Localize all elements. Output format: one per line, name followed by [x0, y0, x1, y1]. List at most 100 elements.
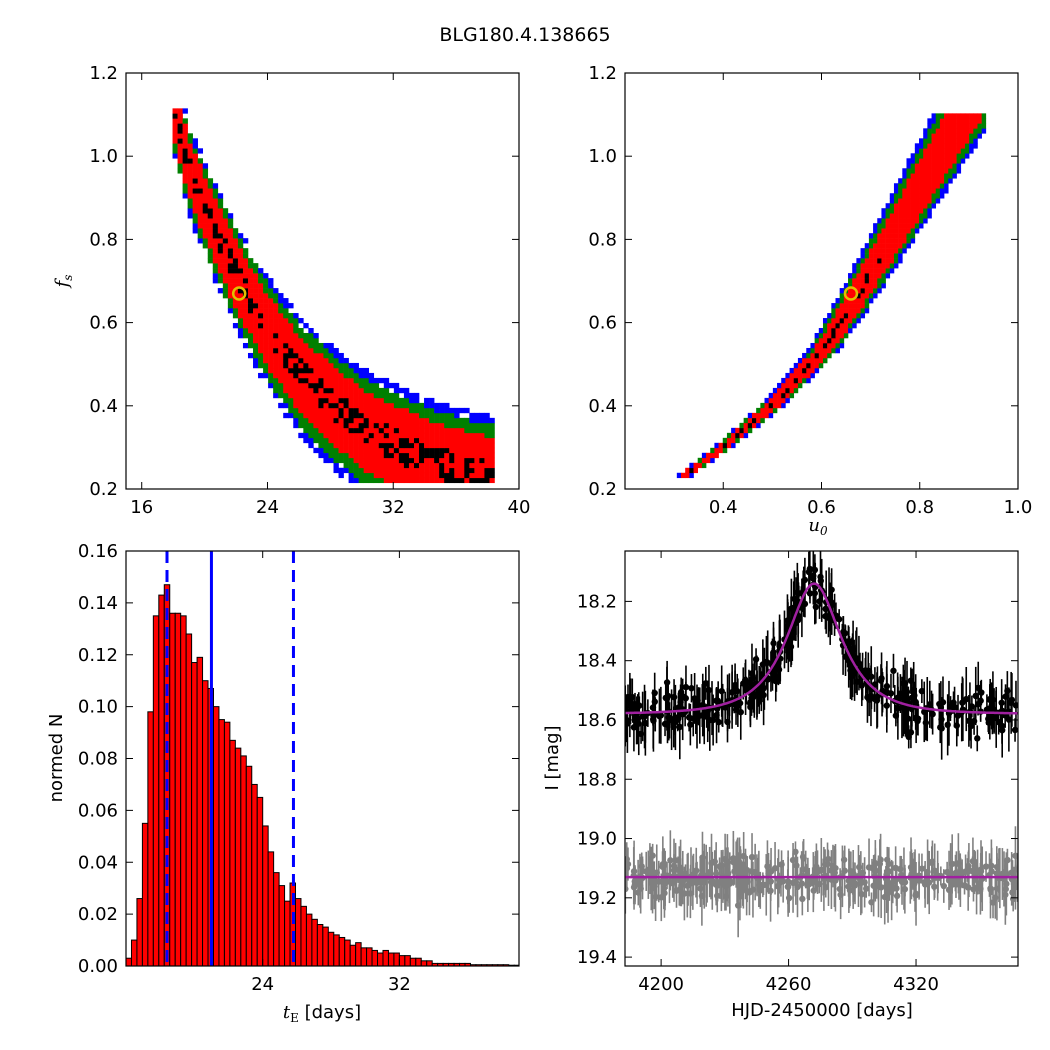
heatmap-cell: [333, 452, 339, 459]
heatmap-cell: [906, 193, 911, 199]
heatmap-cell: [348, 467, 354, 474]
heatmap-cell: [429, 477, 435, 484]
heatmap-cell: [268, 303, 274, 309]
heatmap-cell: [434, 467, 440, 474]
heatmap-cell: [393, 382, 400, 389]
heatmap-cell: [919, 213, 924, 219]
heatmap-cell: [212, 268, 219, 274]
heatmap-cell: [474, 457, 480, 464]
heatmap-cell: [273, 387, 279, 394]
heatmap-cell: [212, 253, 219, 259]
heatmap-cell: [298, 417, 304, 424]
heatmap-cell: [960, 118, 966, 124]
heatmap-cell: [268, 308, 274, 314]
heatmap-cell: [424, 442, 430, 449]
heatmap-cell: [772, 392, 778, 399]
heatmap-cell: [232, 263, 239, 269]
heatmap-cell: [338, 412, 344, 419]
lightcurve-xtick-label: 4260: [766, 974, 812, 995]
heatmap-cell: [363, 447, 370, 454]
heatmap-cell: [378, 477, 385, 484]
heatmap-cell: [873, 293, 878, 299]
heatmap-cell: [217, 263, 224, 269]
heatmap-cell: [956, 148, 962, 154]
heatmap-cell: [227, 288, 234, 294]
heatmap-cell: [910, 163, 916, 169]
residual-point: [1004, 856, 1011, 864]
heatmap-cell: [177, 123, 183, 129]
heatmap-cell: [328, 407, 334, 414]
histogram-bar: [366, 947, 373, 967]
heatmap-cell: [960, 148, 966, 154]
heatmap-cell: [273, 313, 279, 319]
heatmap-cell: [848, 293, 853, 299]
heatmap-cell: [956, 168, 962, 174]
heatmap-cell: [931, 173, 937, 179]
histogram-bar: [311, 918, 318, 967]
heatmap-cell: [914, 183, 920, 189]
heatmap-cell: [835, 333, 840, 339]
fs-vs-te-xtick-label: 16: [130, 497, 153, 518]
heatmap-cell: [318, 382, 324, 389]
heatmap-cell: [242, 283, 249, 289]
heatmap-cell: [393, 442, 400, 449]
heatmap-cell: [237, 233, 244, 239]
heatmap-cell: [408, 402, 415, 409]
heatmap-cell: [217, 208, 224, 214]
heatmap-cell: [964, 143, 970, 149]
best-fit-marker: [843, 286, 859, 301]
heatmap-cell: [343, 412, 349, 419]
data-point: [922, 719, 930, 726]
heatmap-cell: [469, 477, 475, 484]
heatmap-cell: [403, 442, 410, 449]
heatmap-cell: [864, 288, 870, 294]
heatmap-cell: [793, 362, 799, 369]
heatmap-cell: [192, 188, 198, 194]
heatmap-cell: [939, 138, 945, 144]
fs-vs-te-xtick-label: 40: [508, 497, 531, 518]
heatmap-cell: [964, 113, 970, 119]
heatmap-cell: [293, 402, 299, 409]
heatmap-cell: [885, 218, 891, 224]
heatmap-cell: [217, 258, 224, 264]
heatmap-cell: [177, 163, 183, 169]
heatmap-cell: [919, 173, 924, 179]
heatmap-cell: [444, 447, 450, 454]
heatmap-cell: [202, 238, 209, 244]
heatmap-cell: [484, 477, 490, 484]
heatmap-cell: [283, 323, 289, 329]
heatmap-cell: [893, 218, 899, 224]
heatmap-cell: [268, 362, 274, 369]
heatmap-cell: [403, 437, 410, 444]
histogram-bar: [136, 898, 143, 967]
heatmap-cell: [283, 298, 289, 304]
data-point: [715, 718, 722, 726]
heatmap-cell: [303, 437, 309, 444]
histogram-bar: [426, 960, 433, 967]
heatmap-cell: [827, 318, 832, 324]
heatmap-cell: [489, 427, 495, 434]
heatmap-cell: [308, 392, 314, 399]
heatmap-cell: [258, 278, 264, 284]
heatmap-cell: [222, 238, 229, 244]
heatmap-cell: [333, 417, 339, 424]
heatmap-cell: [439, 477, 445, 484]
heatmap-cell: [439, 437, 445, 444]
heatmap-cell: [383, 427, 390, 434]
heatmap-cell: [424, 437, 430, 444]
heatmap-cell: [868, 253, 874, 259]
heatmap-cell: [914, 213, 920, 219]
heatmap-cell: [948, 138, 953, 144]
lightcurve-ylabel: I [mag]: [542, 725, 563, 790]
heatmap-cell: [697, 462, 703, 469]
heatmap-cell: [789, 392, 795, 399]
heatmap-cell: [923, 143, 928, 149]
heatmap-cell: [273, 293, 279, 299]
heatmap-cell: [973, 133, 978, 139]
heatmap-cell: [333, 382, 339, 389]
heatmap-cell: [413, 402, 420, 409]
heatmap-cell: [278, 377, 284, 384]
te-histogram-vlines: [165, 551, 295, 966]
heatmap-cell: [328, 392, 334, 399]
heatmap-cell: [424, 457, 430, 464]
